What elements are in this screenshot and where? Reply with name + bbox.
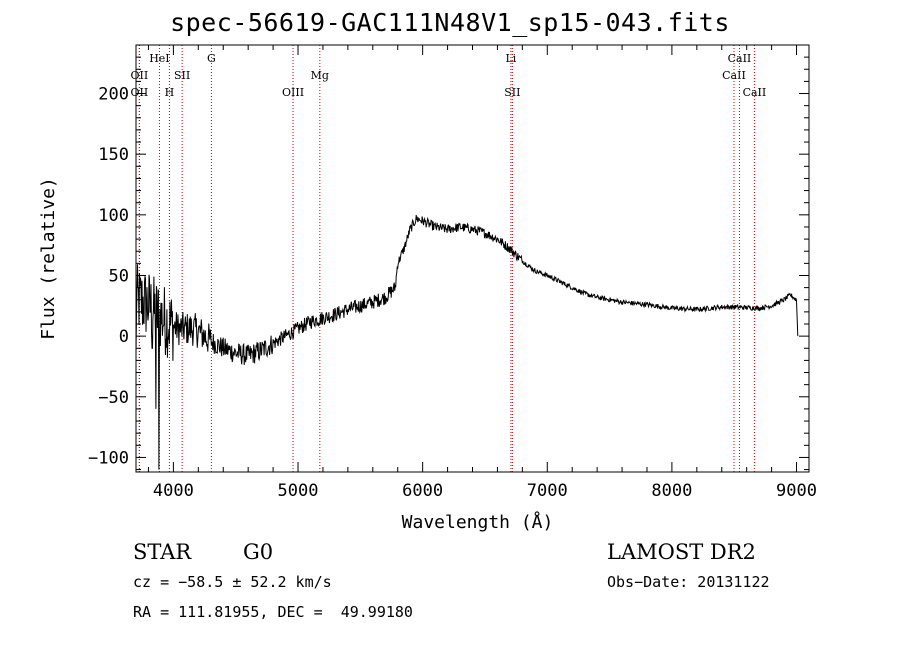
line-marker-label: G [207,52,216,65]
x-tick-label: 6000 [402,481,443,501]
axes: 4000 5000 6000 7000 8000 9000 −100 −50 0 50 100 150… [38,44,817,533]
plot-frame [135,44,810,473]
obs-date-text: Obs−Date: 20131122 [607,573,770,591]
line-marker-label: CaII [722,69,746,82]
survey-label: LAMOST DR2 [607,540,756,564]
object-class: STAR [133,540,192,564]
line-marker-label: SII [174,69,190,82]
x-axis-label: Wavelength (Å) [402,511,554,533]
x-tick-label: 5000 [278,481,319,501]
line-marker-label: HeI [149,52,169,65]
y-tick-label: 100 [98,206,129,226]
y-tick-label: 200 [98,85,129,105]
object-subclass: G0 [243,540,274,564]
line-marker-label: Li [505,52,516,65]
chart-title: spec-56619-GAC111N48V1_sp15-043.fits [170,8,730,37]
x-tick-label: 7000 [527,481,568,501]
y-tick-label: −50 [98,388,129,408]
x-tick-label: 8000 [651,481,692,501]
x-tick-label: 4000 [153,481,194,501]
line-marker-label: OII [131,86,149,99]
line-marker-label: CaII [743,86,767,99]
spectrum-line [135,215,799,470]
line-marker-label: OIII [282,86,304,99]
line-marker-label: CaII [728,52,752,65]
spectrum-layer [135,215,799,470]
x-tick-label: 9000 [776,481,817,501]
line-marker-label: SII [504,86,520,99]
redshift-text: cz = −58.5 ± 52.2 km/s [133,573,332,591]
line-marker-label: Mg [311,69,329,82]
y-tick-label: 150 [98,145,129,165]
coordinates-text: RA = 111.81955, DEC = 49.99180 [133,603,413,621]
y-axis-label: Flux (relative) [38,177,59,340]
y-tick-label: 0 [119,327,129,347]
y-tick-label: −100 [88,448,129,468]
y-tick-label: 50 [109,266,129,286]
line-marker-label: H [165,86,175,99]
